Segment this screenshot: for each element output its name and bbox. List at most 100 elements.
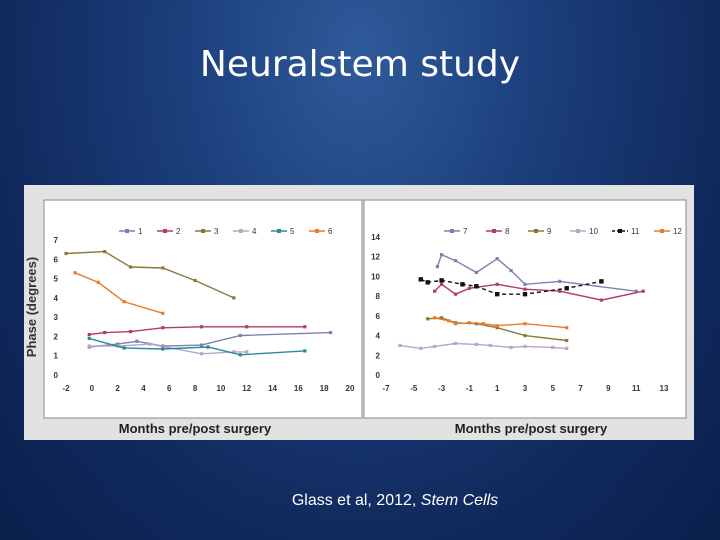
x-tick-label: -2 (62, 384, 70, 393)
series-line-5 (89, 337, 305, 356)
legend-label: 5 (290, 227, 295, 236)
data-point (148, 342, 152, 346)
data-point (245, 325, 249, 329)
data-point (453, 341, 458, 346)
data-point (558, 289, 562, 293)
y-tick-label: 10 (371, 272, 380, 281)
data-point (419, 346, 423, 350)
data-point (73, 271, 77, 275)
y-tick-label: 4 (376, 332, 381, 341)
data-point (495, 257, 499, 261)
x-tick-label: -1 (466, 384, 474, 393)
data-point (495, 326, 499, 330)
data-point (433, 344, 437, 349)
data-point (64, 251, 68, 256)
data-point (87, 332, 91, 337)
data-point (467, 321, 471, 325)
legend-label: 4 (252, 227, 257, 236)
data-point (433, 316, 437, 320)
series-line-10 (399, 342, 567, 350)
data-point (103, 249, 107, 254)
data-point (161, 326, 165, 330)
y-tick-label: 0 (54, 371, 59, 380)
x-tick-label: 2 (115, 384, 120, 393)
x-tick-label: 8 (193, 384, 198, 393)
data-point (245, 350, 249, 354)
series-line-6 (74, 272, 164, 314)
data-point (523, 344, 527, 349)
data-point (199, 352, 204, 356)
legend-marker (163, 229, 167, 233)
data-point (474, 284, 479, 289)
data-point (440, 316, 444, 320)
data-point (523, 287, 527, 291)
data-point (558, 279, 562, 283)
x-tick-label: -7 (382, 384, 390, 393)
x-tick-label: 14 (268, 384, 277, 393)
data-point (453, 259, 458, 263)
y-tick-label: 5 (54, 275, 59, 284)
data-point (96, 280, 100, 285)
data-point (206, 345, 210, 349)
y-tick-label: 1 (54, 352, 59, 361)
data-point (238, 333, 242, 338)
data-point (161, 347, 165, 351)
y-tick-label: 8 (376, 292, 381, 301)
legend-marker (660, 229, 664, 233)
data-point (565, 326, 569, 330)
legend-marker (450, 229, 454, 233)
data-point (495, 291, 500, 297)
left-ylabel: Phase (degrees) (24, 257, 39, 357)
y-tick-label: 4 (54, 294, 59, 303)
caption-authors: Glass et al, 2012, (291, 492, 421, 509)
figure-panels: Phase (degrees) Months pre/post surgery … (24, 185, 694, 440)
data-point (135, 339, 139, 343)
left-xlabel: Months pre/post surgery (119, 421, 272, 436)
data-point (460, 282, 465, 287)
legend-label: 12 (673, 227, 682, 236)
data-point (303, 325, 307, 329)
y-tick-label: 14 (371, 233, 380, 242)
data-point (509, 345, 513, 349)
data-point (87, 336, 91, 340)
x-tick-label: 0 (90, 384, 95, 393)
data-point (474, 342, 478, 347)
x-tick-label: 7 (578, 384, 583, 393)
data-point (599, 298, 604, 302)
data-point (446, 319, 451, 323)
data-point (199, 325, 204, 329)
data-point (425, 280, 430, 285)
data-point (116, 342, 120, 346)
data-point (641, 289, 645, 293)
data-point (122, 300, 126, 304)
legend-label: 11 (631, 227, 640, 236)
x-tick-label: 18 (320, 384, 329, 393)
data-point (564, 286, 569, 291)
data-point (426, 317, 430, 321)
x-tick-label: 1 (495, 384, 500, 393)
data-point (453, 322, 458, 326)
y-tick-label: 0 (376, 371, 381, 380)
data-point (398, 343, 402, 348)
data-point (103, 330, 107, 335)
legend-label: 3 (214, 227, 219, 236)
right-xlabel: Months pre/post surgery (455, 421, 608, 436)
data-point (565, 338, 569, 343)
data-point (232, 296, 236, 300)
data-point (232, 350, 236, 354)
data-point (161, 266, 165, 270)
data-point (599, 279, 604, 284)
legend-marker (315, 229, 319, 233)
data-point (495, 282, 499, 286)
legend-marker (239, 229, 243, 233)
legend-label: 8 (505, 227, 510, 236)
chart-svg: Phase (degrees) Months pre/post surgery … (24, 199, 687, 436)
data-point (433, 289, 437, 293)
data-point (439, 278, 444, 283)
x-tick-label: 6 (167, 384, 172, 393)
data-point (565, 346, 569, 350)
y-tick-label: 6 (54, 255, 59, 264)
y-tick-label: 2 (54, 332, 59, 341)
